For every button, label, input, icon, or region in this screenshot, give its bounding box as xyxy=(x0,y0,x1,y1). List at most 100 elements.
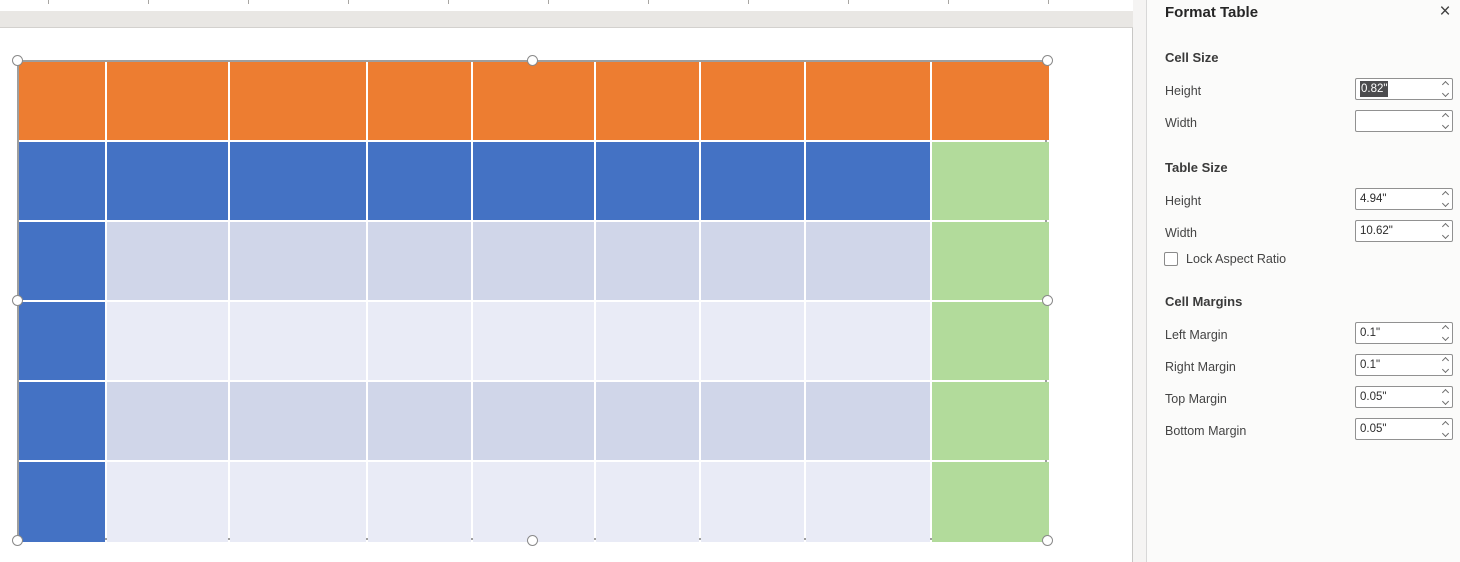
table-cell[interactable] xyxy=(368,462,471,542)
table-cell[interactable] xyxy=(701,462,804,542)
table-cell[interactable] xyxy=(932,62,1049,140)
table-cell[interactable] xyxy=(19,222,105,300)
spin-up-icon[interactable] xyxy=(1441,80,1450,89)
table-cell[interactable] xyxy=(701,222,804,300)
table-cell[interactable] xyxy=(932,302,1049,380)
table-cell[interactable] xyxy=(701,62,804,140)
ruler-tick xyxy=(948,0,949,4)
resize-handle[interactable] xyxy=(11,54,23,66)
table-cell[interactable] xyxy=(230,62,366,140)
spin-up-icon[interactable] xyxy=(1441,324,1450,333)
table-height-input[interactable]: 4.94" xyxy=(1355,188,1453,210)
spin-up-icon[interactable] xyxy=(1441,420,1450,429)
table-cell[interactable] xyxy=(596,142,699,220)
spin-up-icon[interactable] xyxy=(1441,112,1450,121)
spin-down-icon[interactable] xyxy=(1441,121,1450,130)
canvas-top-bar xyxy=(0,11,1133,28)
cell-height-input[interactable]: 0.82" xyxy=(1355,78,1453,100)
resize-handle[interactable] xyxy=(11,534,23,546)
table-cell[interactable] xyxy=(596,302,699,380)
resize-handle[interactable] xyxy=(1041,534,1053,546)
table-cell[interactable] xyxy=(806,142,930,220)
table-cell[interactable] xyxy=(473,62,594,140)
table-cell[interactable] xyxy=(596,62,699,140)
table-cell[interactable] xyxy=(107,382,228,460)
slide-canvas[interactable] xyxy=(0,28,1133,562)
cell-width-input[interactable] xyxy=(1355,110,1453,132)
table-cell[interactable] xyxy=(932,142,1049,220)
table-cell[interactable] xyxy=(932,382,1049,460)
table-cell[interactable] xyxy=(368,142,471,220)
spin-down-icon[interactable] xyxy=(1441,429,1450,438)
table-cell[interactable] xyxy=(19,62,105,140)
section-header-cell-margins: Cell Margins xyxy=(1165,294,1243,309)
spin-down-icon[interactable] xyxy=(1441,333,1450,342)
table-cell[interactable] xyxy=(473,462,594,542)
right-margin-label: Right Margin xyxy=(1165,360,1236,374)
table-cell[interactable] xyxy=(806,462,930,542)
lock-aspect-ratio-checkbox[interactable] xyxy=(1164,252,1178,266)
spin-down-icon[interactable] xyxy=(1441,397,1450,406)
resize-handle[interactable] xyxy=(11,294,23,306)
table-cell[interactable] xyxy=(932,462,1049,542)
table-cell[interactable] xyxy=(806,302,930,380)
spin-up-icon[interactable] xyxy=(1441,388,1450,397)
table-cell[interactable] xyxy=(19,142,105,220)
table-cell[interactable] xyxy=(806,222,930,300)
ruler-tick xyxy=(448,0,449,4)
table-cell[interactable] xyxy=(19,302,105,380)
table-cell[interactable] xyxy=(596,222,699,300)
cell-height-label: Height xyxy=(1165,84,1202,98)
table-cell[interactable] xyxy=(230,302,366,380)
table-cell[interactable] xyxy=(107,62,228,140)
table-cell[interactable] xyxy=(368,382,471,460)
table-cell[interactable] xyxy=(701,382,804,460)
top-margin-label: Top Margin xyxy=(1165,392,1227,406)
table-cell[interactable] xyxy=(596,382,699,460)
resize-handle[interactable] xyxy=(526,534,538,546)
table-cell[interactable] xyxy=(230,222,366,300)
panel-title: Format Table xyxy=(1165,4,1259,21)
table-cell[interactable] xyxy=(473,382,594,460)
slide-table[interactable] xyxy=(17,60,1049,542)
resize-handle[interactable] xyxy=(1041,54,1053,66)
table-cell[interactable] xyxy=(107,302,228,380)
table-cell[interactable] xyxy=(473,222,594,300)
table-width-input[interactable]: 10.62" xyxy=(1355,220,1453,242)
table-cell[interactable] xyxy=(230,462,366,542)
table-cell[interactable] xyxy=(107,462,228,542)
table-cell[interactable] xyxy=(596,462,699,542)
table-cell[interactable] xyxy=(107,142,228,220)
left-margin-input[interactable]: 0.1" xyxy=(1355,322,1453,344)
table-cell[interactable] xyxy=(473,142,594,220)
cell-width-spinner xyxy=(1441,111,1450,131)
table-cell[interactable] xyxy=(19,382,105,460)
right-margin-input[interactable]: 0.1" xyxy=(1355,354,1453,376)
table-cell[interactable] xyxy=(473,302,594,380)
table-cell[interactable] xyxy=(806,382,930,460)
spin-up-icon[interactable] xyxy=(1441,356,1450,365)
table-cell[interactable] xyxy=(701,142,804,220)
resize-handle[interactable] xyxy=(526,54,538,66)
table-cell[interactable] xyxy=(806,62,930,140)
spin-down-icon[interactable] xyxy=(1441,89,1450,98)
table-cell[interactable] xyxy=(701,302,804,380)
close-icon[interactable]: × xyxy=(1439,1,1451,22)
spin-up-icon[interactable] xyxy=(1441,222,1450,231)
table-cell[interactable] xyxy=(368,302,471,380)
table-cell[interactable] xyxy=(230,382,366,460)
spin-down-icon[interactable] xyxy=(1441,231,1450,240)
spin-down-icon[interactable] xyxy=(1441,365,1450,374)
top-margin-input[interactable]: 0.05" xyxy=(1355,386,1453,408)
resize-handle[interactable] xyxy=(1041,294,1053,306)
spin-down-icon[interactable] xyxy=(1441,199,1450,208)
table-cell[interactable] xyxy=(932,222,1049,300)
bottom-margin-input[interactable]: 0.05" xyxy=(1355,418,1453,440)
spin-up-icon[interactable] xyxy=(1441,190,1450,199)
table-cell[interactable] xyxy=(230,142,366,220)
table-cell[interactable] xyxy=(368,62,471,140)
table-cell[interactable] xyxy=(19,462,105,542)
table-cell[interactable] xyxy=(107,222,228,300)
table-width-value: 10.62" xyxy=(1360,225,1393,237)
table-cell[interactable] xyxy=(368,222,471,300)
